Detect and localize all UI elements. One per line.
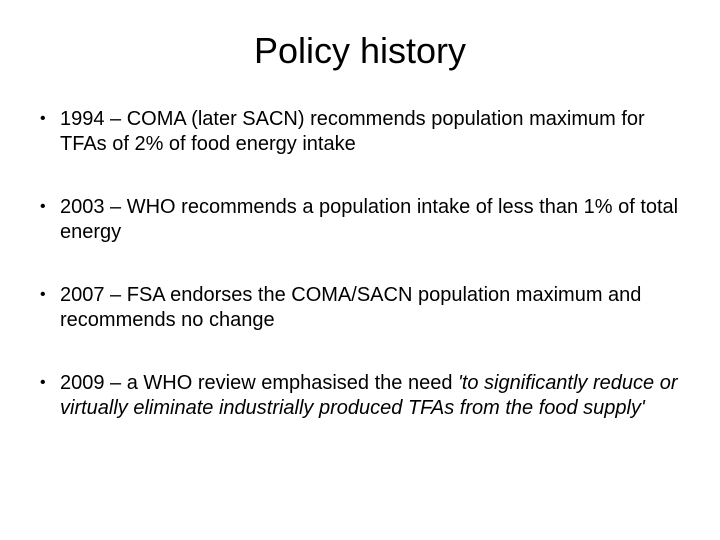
- list-item: • 2003 – WHO recommends a population int…: [40, 195, 690, 245]
- bullet-icon: •: [40, 283, 60, 305]
- bullet-text: 2003 – WHO recommends a population intak…: [60, 195, 690, 245]
- slide-title: Policy history: [30, 30, 690, 72]
- bullet-list: • 1994 – COMA (later SACN) recommends po…: [30, 107, 690, 421]
- bullet-text: 2007 – FSA endorses the COMA/SACN popula…: [60, 283, 690, 333]
- list-item: • 2009 – a WHO review emphasised the nee…: [40, 371, 690, 421]
- bullet-text: 1994 – COMA (later SACN) recommends popu…: [60, 107, 690, 157]
- list-item: • 1994 – COMA (later SACN) recommends po…: [40, 107, 690, 157]
- bullet-icon: •: [40, 371, 60, 393]
- bullet-icon: •: [40, 195, 60, 217]
- bullet-text-pre: 2009 – a WHO review emphasised the need: [60, 372, 458, 394]
- bullet-icon: •: [40, 107, 60, 129]
- bullet-text: 2009 – a WHO review emphasised the need …: [60, 371, 690, 421]
- list-item: • 2007 – FSA endorses the COMA/SACN popu…: [40, 283, 690, 333]
